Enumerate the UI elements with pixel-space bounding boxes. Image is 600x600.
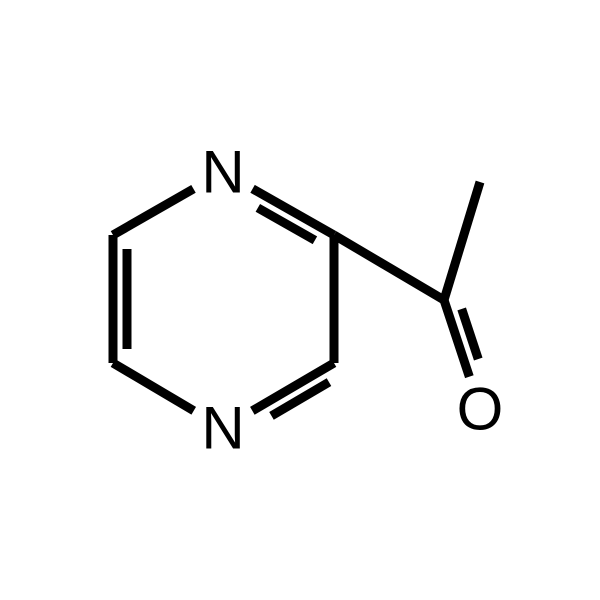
atom-label-n: N bbox=[201, 395, 244, 462]
atom-label-n: N bbox=[201, 139, 244, 206]
atom-label-o: O bbox=[457, 376, 504, 443]
molecule-diagram: N N O bbox=[0, 0, 600, 600]
